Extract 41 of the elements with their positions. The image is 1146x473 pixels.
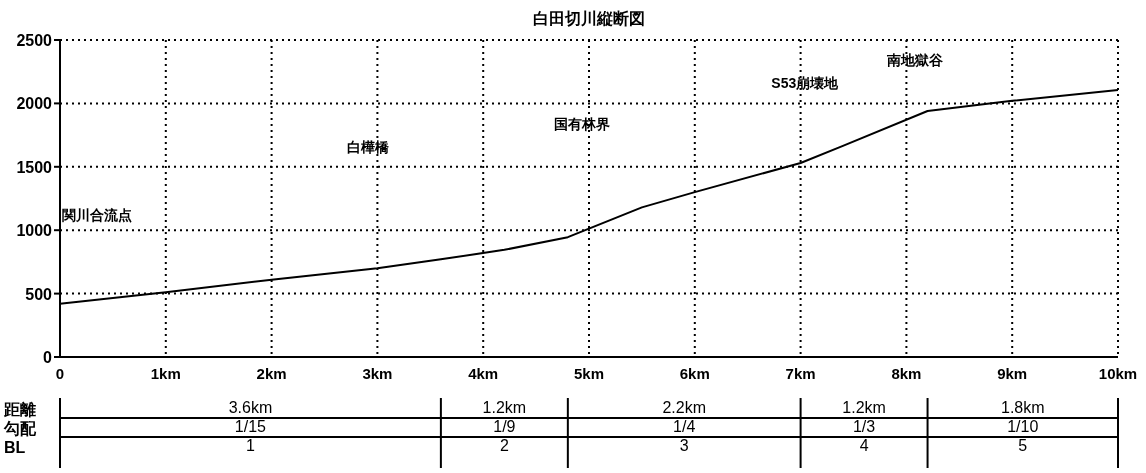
text: 1/15 [234,418,267,435]
chart-title: 白田切川縦断図 [533,10,645,27]
text: 1/10 [1007,418,1039,435]
y-tick-label: 0 [43,349,53,366]
annotation: S53崩壊地 [771,75,840,91]
y-tick-label: 1000 [16,222,53,240]
text: 1.2km [842,399,886,416]
x-tick-label: 2km [256,365,287,382]
x-tick-label: 7km [785,365,816,382]
text: 3.6km [228,399,273,416]
text: 1.8km [1000,399,1045,416]
text: 5 [1018,437,1028,454]
text: 1/9 [493,418,516,435]
y-tick-label: 1500 [16,158,53,176]
y-tick-label: 2000 [16,95,53,113]
text: BL [4,439,26,456]
text: 3 [679,437,689,454]
annotation: 白樺橋 [346,139,390,155]
y-tick-label: 2500 [16,32,53,49]
text: 4 [859,437,869,454]
text: 1.2km [482,399,527,416]
text: 距離 [3,401,36,418]
x-tick-label: 4km [468,365,499,382]
x-tick-label: 0 [55,365,65,382]
x-tick-label: 5km [573,365,605,382]
annotation: 関川合流点 [62,207,133,223]
text: 1/3 [852,418,876,435]
x-tick-label: 10km [1098,365,1138,382]
x-tick-label: 6km [679,365,710,382]
x-tick-label: 9km [997,365,1028,382]
y-tick-label: 500 [25,285,53,303]
x-tick-label: 1km [150,365,181,382]
x-tick-label: 8km [891,365,922,382]
text: 2.2km [662,399,707,416]
annotation: 南地獄谷 [885,52,944,68]
annotation: 国有林界 [553,116,610,132]
x-tick-label: 3km [362,365,393,382]
text: 1/4 [673,418,696,435]
text: 1 [245,437,255,454]
text: 勾配 [3,420,37,437]
text: 2 [499,437,509,454]
